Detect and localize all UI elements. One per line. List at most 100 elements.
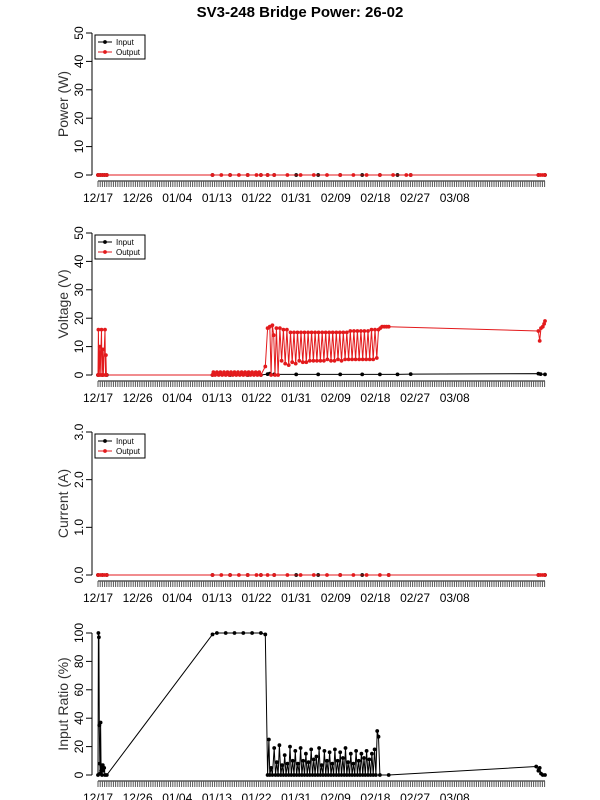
page-title: SV3-248 Bridge Power: 26-02 [196,4,404,21]
data-point-input [337,773,341,777]
x-tick-label: 01/22 [242,191,272,205]
data-point-input [311,757,316,762]
data-point-output [229,370,233,375]
data-point-input [371,773,376,777]
data-point-output [348,329,353,333]
data-point-output [339,358,344,363]
y-tick-label: 40 [72,711,86,725]
y-tick-label: 10 [72,340,86,354]
legend-entry: Output [116,48,141,57]
data-point-output [543,319,547,323]
data-point-output [351,573,356,577]
x-tick-label: 01/22 [242,791,272,800]
data-point-input [386,773,391,777]
data-point-input [359,751,364,756]
y-tick-label: 3.0 [72,423,86,440]
data-point-input [334,773,339,777]
data-point-output [298,173,303,177]
data-point-input [276,773,280,777]
data-point-input [376,734,381,739]
chart-panel-1: 0 10 20 30 40 50 Power (W) 12/17 12/26 01/04 01/13… [55,26,547,205]
data-point-output [536,329,541,333]
x-tick-label: 01/04 [162,791,192,800]
x-tick-label: 12/17 [83,591,113,605]
data-point-input [223,631,228,635]
data-point-input [313,773,317,777]
y-tick-label: 30 [72,83,86,97]
y-tick-label: 40 [72,54,86,68]
data-point-input [543,773,547,777]
legend-entry: Input [116,437,135,446]
data-point-output [386,573,391,577]
data-point-output [359,329,363,333]
data-point-output [228,573,233,577]
data-point-output [271,333,276,338]
legend-marker [103,50,107,54]
data-point-output [378,173,382,177]
data-point-output [364,173,369,177]
x-tick-label: 12/17 [83,391,113,405]
x-tick-label: 12/26 [123,391,153,405]
legend-box [94,34,146,60]
data-point-input [343,746,348,750]
y-axis-label: Power (W) [55,71,71,137]
data-point-input [362,756,366,760]
data-point-input [368,773,373,777]
legend-marker [103,40,107,44]
data-point-output [274,326,279,330]
data-point-output [239,370,244,375]
data-point-input [317,746,321,750]
x-tick-label: 02/27 [400,591,430,605]
series-output [96,173,547,177]
data-point-output [313,330,317,335]
data-point-input [350,773,354,777]
data-point-output [248,373,253,377]
data-point-output [219,573,224,577]
chart-panel-2: 0 10 20 30 40 50 Voltage (V) 12/17 12/26 01/04 01/… [55,226,547,405]
data-point-output [283,361,288,366]
data-point-input [330,761,335,766]
data-point-output [357,357,362,362]
data-point-output [299,330,303,335]
data-point-output [341,330,346,335]
data-point-output [300,360,305,365]
data-point-output [228,173,233,177]
series-line-output [97,320,546,377]
data-point-output [218,370,223,375]
y-tick-label: 50 [72,226,86,240]
data-point-input [375,729,380,733]
data-point-output [237,173,241,177]
x-tick-label: 02/09 [321,391,351,405]
data-point-input [97,761,102,766]
data-point-output [278,326,282,330]
data-point-input [300,773,304,777]
series-input [96,631,547,777]
data-point-output [304,360,309,365]
data-point-output [100,347,105,352]
data-point-input [277,743,282,748]
data-point-output [315,358,319,363]
data-point-output [352,329,356,333]
data-point-output [298,573,303,577]
data-point-input [372,747,377,752]
legend-marker [103,250,107,254]
data-point-input [96,631,101,635]
data-point-input [367,757,372,762]
x-tick-label: 01/22 [242,591,272,605]
data-point-input [335,758,340,763]
x-tick-label: 12/26 [123,191,153,205]
x-tick-label: 01/31 [281,791,311,800]
data-point-output [288,330,293,335]
data-point-input [294,773,299,777]
data-point-output [334,330,339,335]
x-tick-label: 01/31 [281,191,311,205]
data-point-input [374,773,378,777]
y-tick-label: 40 [72,254,86,268]
data-point-input [543,372,547,377]
data-point-input [297,773,302,777]
data-point-output [254,573,259,577]
x-tick-label: 01/13 [202,591,232,605]
data-point-output [311,358,316,363]
data-point-input [286,773,291,777]
